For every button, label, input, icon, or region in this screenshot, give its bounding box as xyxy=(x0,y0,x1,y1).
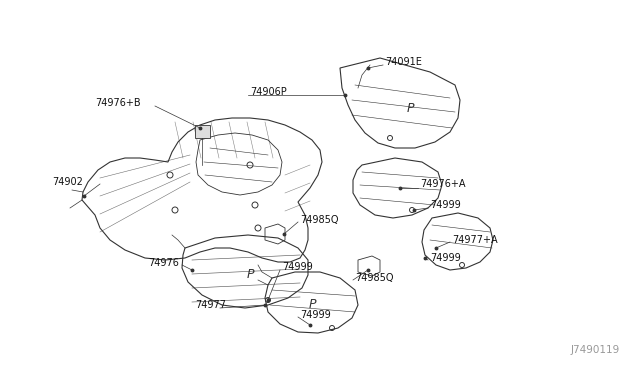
Text: P: P xyxy=(246,269,253,282)
Text: 74091E: 74091E xyxy=(385,57,422,67)
Text: 74977+A: 74977+A xyxy=(452,235,498,245)
Text: 74976+A: 74976+A xyxy=(420,179,465,189)
Polygon shape xyxy=(195,125,210,138)
Text: 74999: 74999 xyxy=(430,200,461,210)
Text: 74999: 74999 xyxy=(300,310,331,320)
Text: 74999: 74999 xyxy=(282,262,313,272)
Text: J7490119: J7490119 xyxy=(571,345,620,355)
Text: 74976: 74976 xyxy=(148,258,179,268)
Text: 74999: 74999 xyxy=(430,253,461,263)
Text: 74977: 74977 xyxy=(195,300,226,310)
Text: P: P xyxy=(308,298,316,311)
Text: 74902: 74902 xyxy=(52,177,83,187)
Text: 74985Q: 74985Q xyxy=(300,215,339,225)
Text: 74976+B: 74976+B xyxy=(95,98,141,108)
Text: P: P xyxy=(406,102,413,115)
Text: 74985Q: 74985Q xyxy=(355,273,394,283)
Text: 74906P: 74906P xyxy=(250,87,287,97)
